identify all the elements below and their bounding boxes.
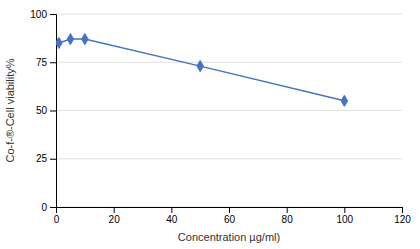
y-tick-mark <box>50 207 56 208</box>
grid-line <box>56 158 402 159</box>
marker <box>197 61 203 72</box>
grid-line <box>56 14 402 15</box>
x-tick-label: 80 <box>282 214 294 225</box>
y-tick-mark <box>50 159 56 160</box>
plot-area: 0 20 40 60 80 100 120 0 25 50 75 100 <box>30 9 411 225</box>
x-tick-label: 40 <box>166 214 178 225</box>
y-tick: 25 <box>36 153 56 164</box>
marker <box>341 95 347 106</box>
y-tick-mark <box>50 14 56 15</box>
grid-line <box>56 110 402 111</box>
x-axis-title: Concentration µg/ml) <box>178 231 280 243</box>
y-tick: 50 <box>36 105 56 116</box>
y-tick-label: 75 <box>36 57 48 68</box>
series <box>56 34 348 107</box>
line <box>59 39 344 101</box>
x-tick-label: 120 <box>394 214 411 225</box>
y-tick: 100 <box>30 9 56 20</box>
y-tick-label: 0 <box>41 202 47 213</box>
x-tick: 120 <box>394 207 411 225</box>
marker <box>56 37 62 48</box>
y-tick-label: 50 <box>36 105 48 116</box>
y-tick-mark <box>50 62 56 63</box>
x-axis: 0 20 40 60 80 100 120 <box>54 207 412 225</box>
marker <box>67 34 73 45</box>
x-tick: 100 <box>336 207 353 225</box>
x-tick-label: 60 <box>224 214 236 225</box>
y-tick-label: 100 <box>30 9 47 20</box>
y-tick: 75 <box>36 57 56 68</box>
y-tick: 0 <box>41 202 56 213</box>
x-axis-line <box>57 208 403 214</box>
grid <box>56 14 402 207</box>
x-tick: 80 <box>282 207 294 225</box>
x-tick-label: 0 <box>54 214 60 225</box>
y-tick-mark <box>50 111 56 112</box>
x-tick-mark <box>287 207 288 213</box>
chart: 0 20 40 60 80 100 120 0 25 50 75 100 Concentration µ… <box>0 0 420 249</box>
x-tick-mark <box>114 207 115 213</box>
x-tick-label: 100 <box>336 214 353 225</box>
grid-line <box>56 62 402 63</box>
x-tick-label: 20 <box>109 214 121 225</box>
x-tick: 40 <box>166 207 178 225</box>
x-tick-mark <box>402 207 403 213</box>
x-tick: 60 <box>224 207 236 225</box>
x-tick: 0 <box>54 207 60 225</box>
marker <box>82 34 88 45</box>
x-tick: 20 <box>109 207 121 225</box>
y-axis-line <box>50 15 57 208</box>
x-tick-mark <box>171 207 172 213</box>
y-tick-label: 25 <box>36 153 48 164</box>
x-tick-mark <box>229 207 230 213</box>
y-axis-title: Co-f-®-Cell viability% <box>4 58 16 162</box>
x-tick-mark <box>344 207 345 213</box>
y-axis: 0 25 50 75 100 <box>30 9 56 213</box>
